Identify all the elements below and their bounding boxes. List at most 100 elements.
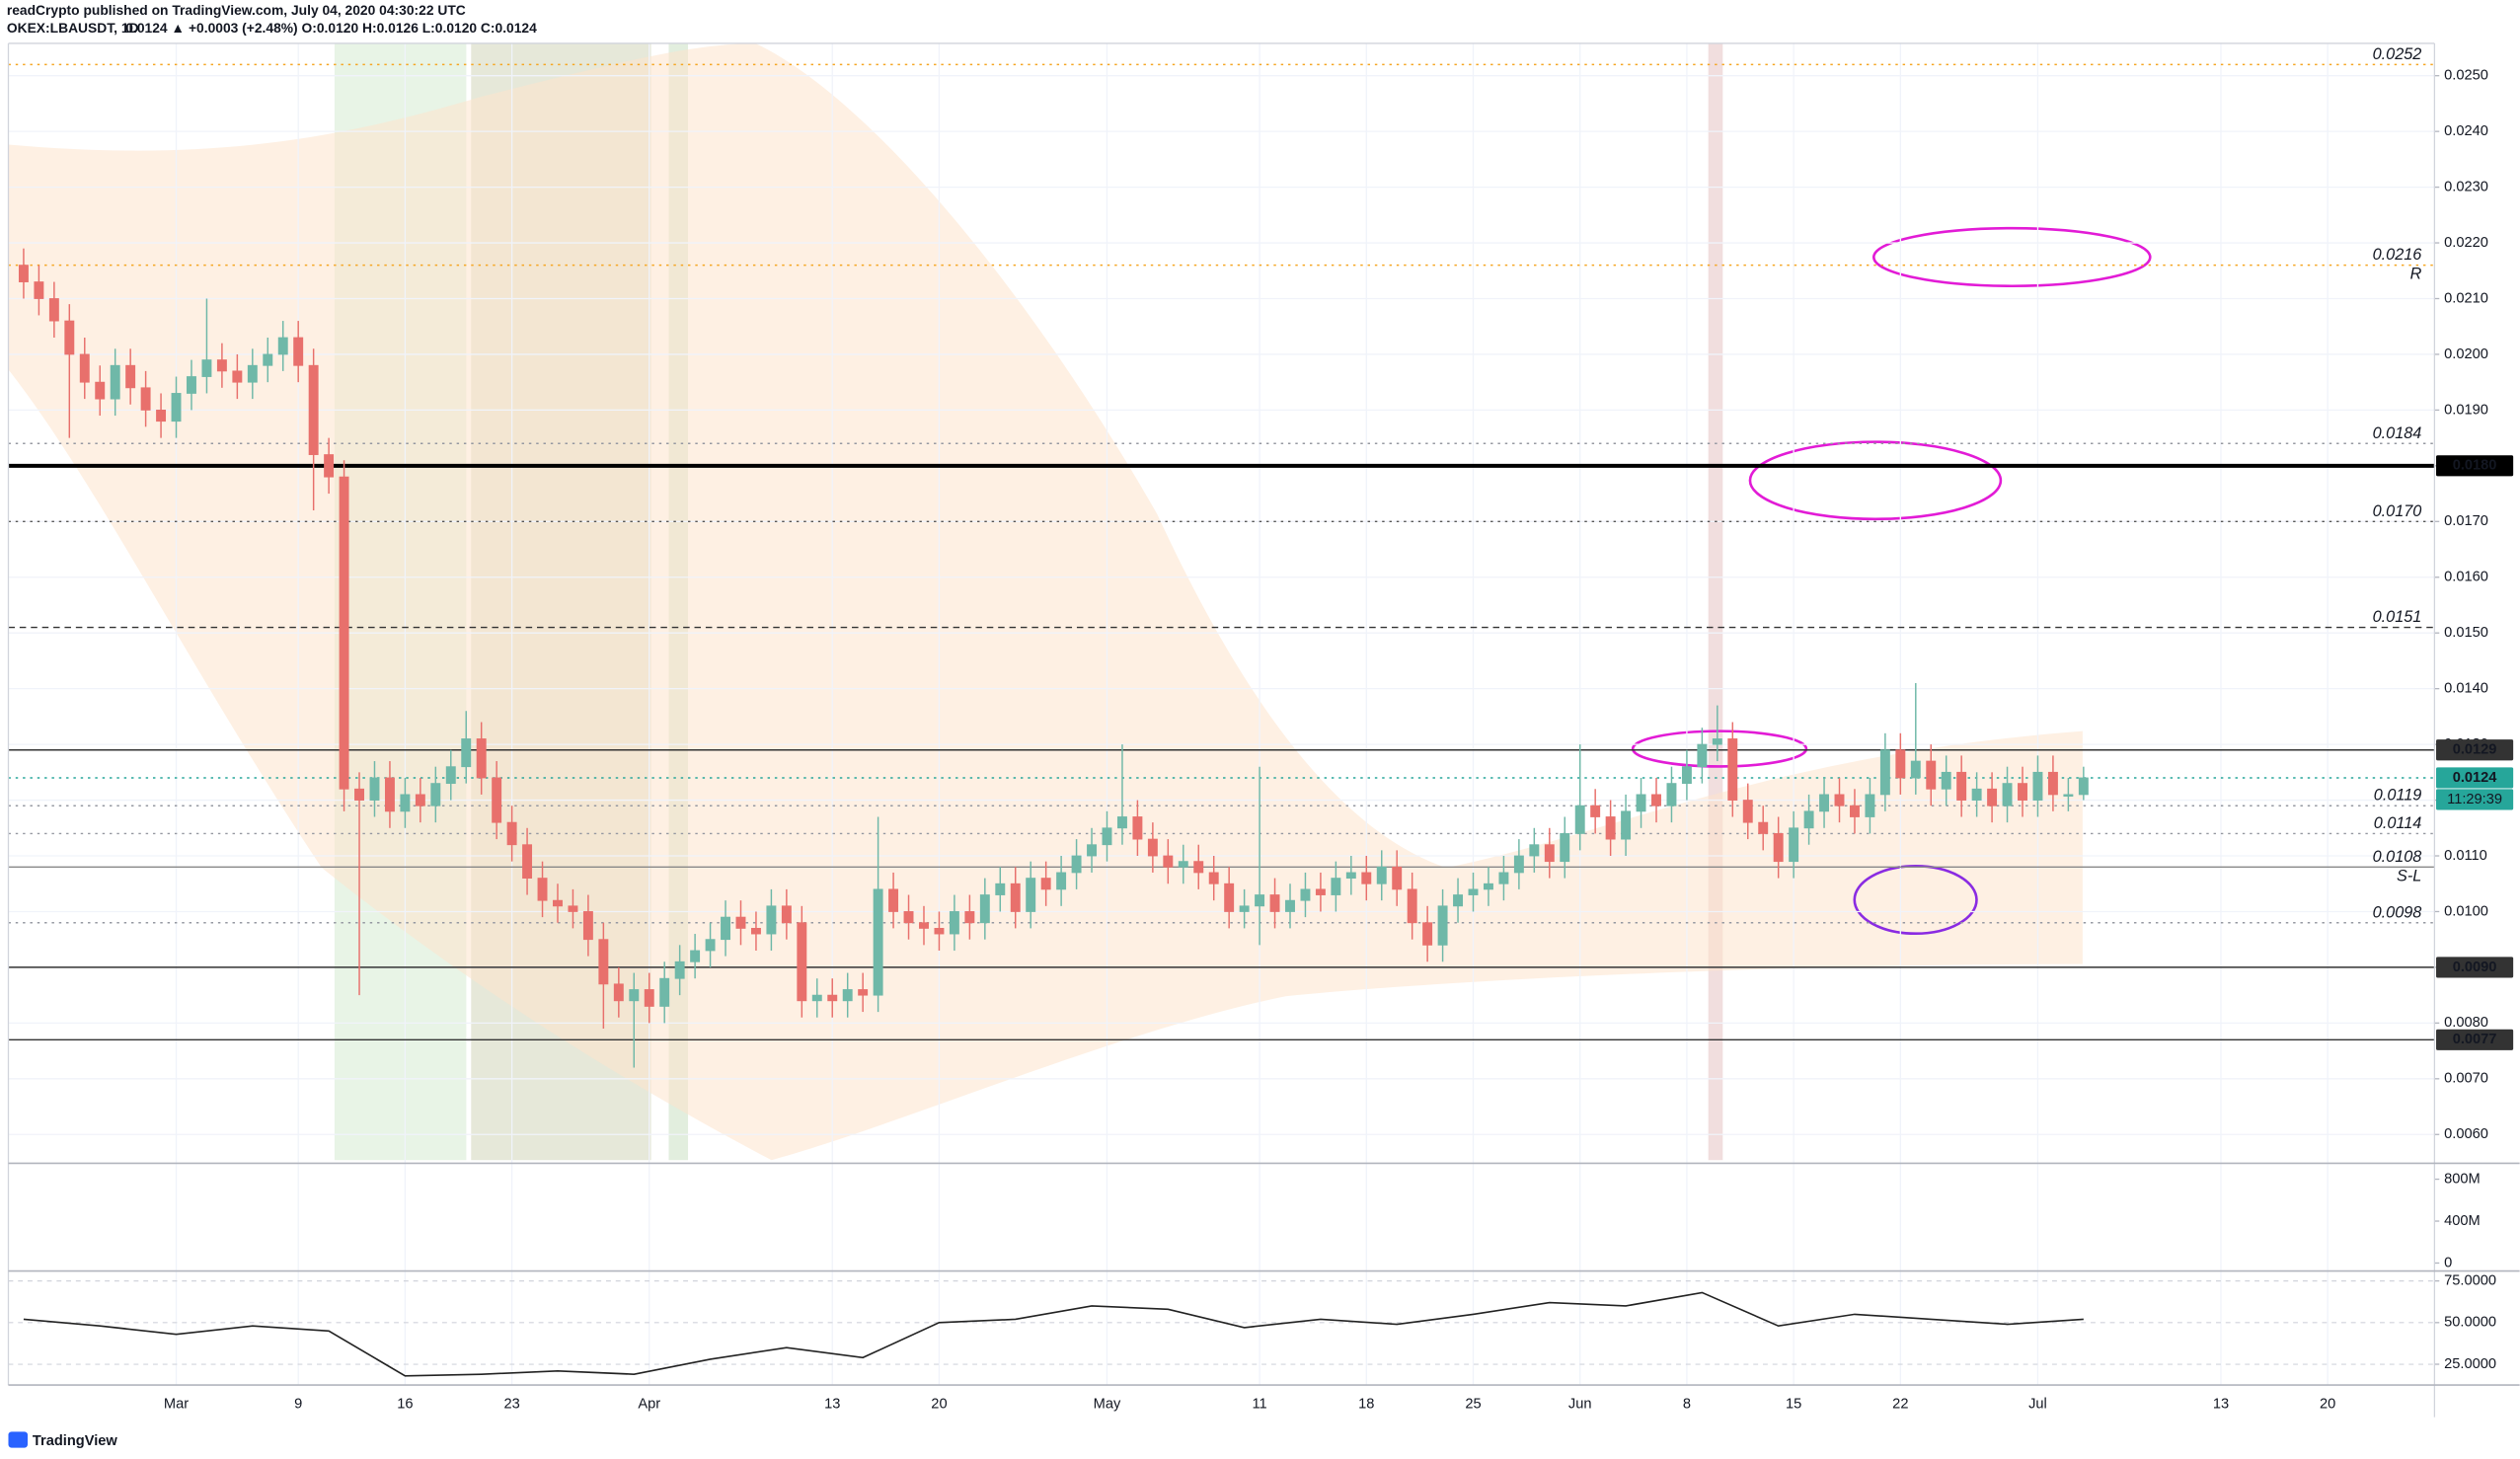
candle-body — [964, 911, 975, 924]
candle-body — [1529, 844, 1540, 857]
symbol: OKEX:LBAUSDT, 1D — [7, 20, 139, 36]
candle-body — [1026, 878, 1036, 912]
candle-body — [1789, 827, 1799, 863]
candle-body — [1147, 838, 1158, 857]
y-tick-label: 0.0240 — [2444, 123, 2488, 139]
price-label-box — [2436, 957, 2514, 978]
price-label: 0.0124 — [2453, 770, 2498, 786]
level-label: 0.0151 — [2373, 608, 2422, 626]
candle-body — [339, 476, 349, 790]
y-tick-label: 0 — [2444, 1255, 2452, 1270]
x-tick-label: Jul — [2028, 1397, 2047, 1413]
y-tick-label: 0.0220 — [2444, 235, 2488, 251]
candle-body — [858, 989, 869, 996]
candle-body — [1727, 738, 1738, 801]
y-tick-label: 25.0000 — [2444, 1356, 2496, 1372]
candle-body — [293, 337, 304, 366]
candle-body — [629, 989, 640, 1002]
x-tick-label: 18 — [1358, 1397, 1374, 1413]
x-tick-label: 8 — [1683, 1397, 1691, 1413]
candle-body — [156, 409, 167, 422]
candle-body — [1010, 883, 1021, 912]
candle-body — [811, 994, 822, 1002]
candle-body — [1422, 922, 1433, 946]
candle-body — [216, 359, 227, 372]
candle-body — [827, 994, 838, 1002]
x-tick-label: May — [1094, 1397, 1121, 1413]
candle-body — [1605, 816, 1616, 840]
y-tick-label: 800M — [2444, 1171, 2481, 1187]
candle-body — [1773, 833, 1784, 863]
candle-body — [430, 783, 441, 806]
annotation-ellipse — [1748, 440, 2003, 521]
candle-body — [1208, 872, 1219, 884]
price-label-box — [2436, 739, 2514, 761]
candle-body — [1834, 794, 1845, 806]
price-label: 0.0129 — [2453, 742, 2497, 758]
y-tick-label: 50.0000 — [2444, 1315, 2496, 1331]
candle-body — [48, 298, 59, 322]
candle-body — [171, 393, 182, 422]
y-tick-label: 400M — [2444, 1213, 2481, 1229]
x-tick-label: 13 — [824, 1397, 840, 1413]
candle-body — [1849, 805, 1860, 817]
candle-body — [232, 370, 243, 383]
x-tick-label: Apr — [638, 1397, 660, 1413]
candle-body — [1392, 866, 1403, 890]
candle-body — [1300, 888, 1311, 901]
candle-body — [1910, 760, 1921, 779]
annotation-ellipse — [1853, 865, 1978, 936]
candle-body — [1132, 816, 1143, 840]
level-label: 0.0108 — [2373, 848, 2422, 866]
x-tick-label: 20 — [2320, 1397, 2335, 1413]
candle-body — [1513, 855, 1524, 874]
candle-body — [949, 911, 959, 935]
annotation-ellipse — [1631, 730, 1808, 768]
footer-brand: TradingView — [33, 1433, 118, 1449]
y-tick-label: 0.0150 — [2444, 625, 2488, 641]
y-tick-label: 75.0000 — [2444, 1272, 2496, 1288]
candle-body — [247, 364, 258, 383]
candle-body — [354, 788, 364, 801]
candle-body — [415, 794, 425, 806]
candle-body — [1345, 872, 1356, 880]
candle-body — [1376, 866, 1387, 884]
candle-body — [1269, 894, 1280, 912]
candle-body — [1407, 888, 1417, 924]
candle-body — [1331, 878, 1341, 895]
candle-body — [750, 927, 761, 935]
countdown: 11:29:39 — [2447, 792, 2502, 807]
x-tick-label: 13 — [2213, 1397, 2229, 1413]
level-label: 0.0119 — [2374, 787, 2422, 805]
candle-body — [1437, 905, 1448, 946]
candle-body — [766, 905, 777, 935]
y-tick-label: 0.0200 — [2444, 346, 2488, 362]
candle-body — [1468, 888, 1479, 895]
x-tick-label: 25 — [1465, 1397, 1481, 1413]
candle-body — [1224, 883, 1235, 912]
candle-body — [979, 894, 990, 924]
candle-body — [2002, 783, 2013, 806]
candle-body — [79, 353, 90, 383]
candle-body — [613, 983, 624, 1002]
candle-body — [1971, 788, 1982, 801]
candle-body — [1697, 743, 1708, 768]
candle-body — [277, 337, 288, 355]
x-tick-label: 16 — [397, 1397, 413, 1413]
logo — [8, 1431, 29, 1448]
signal-band — [1708, 42, 1723, 1161]
candle-body — [492, 777, 502, 823]
candle-body — [1621, 810, 1632, 840]
candle-body — [598, 939, 609, 985]
candle-body — [2047, 771, 2058, 796]
candle-body — [1636, 794, 1646, 812]
level-label: 0.0184 — [2373, 424, 2422, 442]
candle-body — [888, 888, 899, 912]
candle-body — [1040, 878, 1051, 890]
y-tick-label: 0.0070 — [2444, 1071, 2488, 1087]
quote: 0.0124 ▲ +0.0003 (+2.48%) O:0.0120 H:0.0… — [125, 20, 537, 36]
candle-body — [919, 922, 929, 929]
candle-body — [1087, 844, 1098, 857]
x-tick-label: 23 — [503, 1397, 519, 1413]
